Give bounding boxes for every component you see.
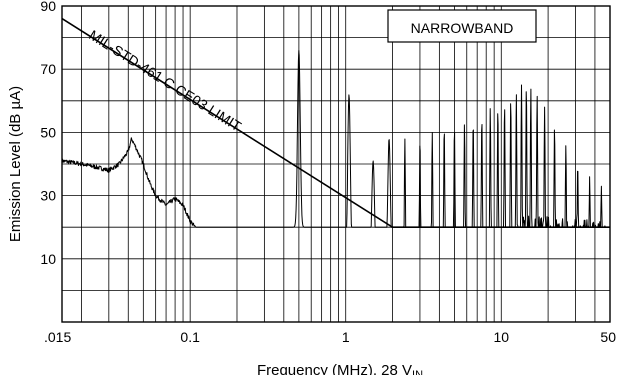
x-axis-label-main: Frequency (MHz), 28 V xyxy=(257,362,412,375)
legend-box xyxy=(387,9,537,43)
y-tick-label: 50 xyxy=(40,124,56,140)
y-axis-label: Emission Level (dB µA) xyxy=(7,86,24,242)
x-tick-label: 1 xyxy=(342,329,350,345)
x-axis-label: Frequency (MHz), 28 VIN xyxy=(257,362,423,375)
x-tick-label: 0.1 xyxy=(180,329,200,345)
y-tick-label: 90 xyxy=(40,0,56,14)
limit-annotation: MIL-STD-461 C CE03 LIMIT xyxy=(86,27,244,135)
narrowband-emission-curve xyxy=(61,50,611,228)
x-axis-label-subscript: IN xyxy=(412,369,423,375)
x-tick-label: .015 xyxy=(44,329,71,345)
y-tick-label: 70 xyxy=(40,61,56,77)
y-tick-label: 10 xyxy=(40,251,56,267)
plot-frame xyxy=(61,5,611,323)
y-tick-label: 30 xyxy=(40,188,56,204)
x-tick-label: 10 xyxy=(493,329,509,345)
x-tick-labels: .015 0.1 1 10 50 xyxy=(44,329,616,345)
x-tick-label: 50 xyxy=(600,329,616,345)
legend-label: NARROWBAND xyxy=(411,20,514,36)
y-tick-labels: 10 30 50 70 90 xyxy=(40,0,56,267)
